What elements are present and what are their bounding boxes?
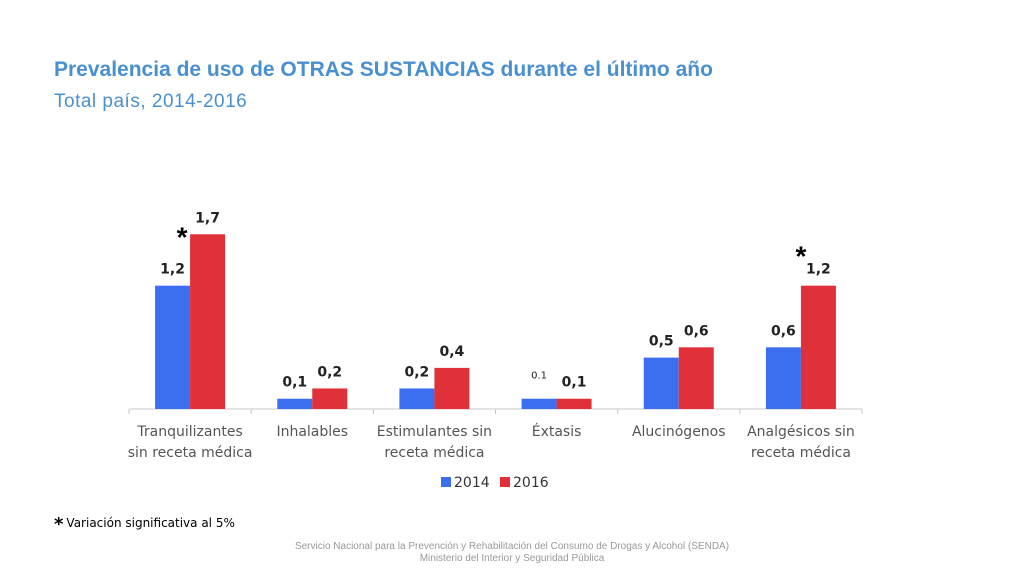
bar-2014-2 xyxy=(399,388,435,409)
bar-2014-5 xyxy=(765,347,801,409)
data-label-2016-3: 0,1 xyxy=(562,375,587,391)
footnote-text: Variación significativa al 5% xyxy=(66,516,235,530)
significance-marker-5: * xyxy=(795,241,806,272)
chart-title: Prevalencia de uso de OTRAS SUSTANCIAS d… xyxy=(54,58,713,81)
significance-marker-0: * xyxy=(177,221,188,252)
data-label-2014-3: 0.1 xyxy=(531,371,547,382)
bar-2016-4 xyxy=(678,347,714,409)
footer-line-2: Ministerio del Interior y Seguridad Públ… xyxy=(419,553,605,564)
bar-2016-1 xyxy=(312,388,348,409)
data-label-2016-0: 1,7 xyxy=(195,210,220,226)
legend-swatch-2016 xyxy=(500,477,510,487)
bar-2014-3 xyxy=(521,398,557,409)
bar-2016-3 xyxy=(556,398,592,409)
x-tick-label-4-0: Alucinógenos xyxy=(632,424,726,440)
data-label-2016-1: 0,2 xyxy=(317,364,342,380)
footnote-star: * xyxy=(54,514,64,535)
x-tick-label-1-0: Inhalables xyxy=(276,424,348,440)
chart-subtitle: Total país, 2014-2016 xyxy=(54,91,248,112)
legend-swatch-2014 xyxy=(441,477,451,487)
bar-2016-2 xyxy=(434,367,470,409)
x-tick-label-2-0: Estimulantes sin xyxy=(377,424,492,440)
bar-2014-1 xyxy=(277,398,313,409)
data-label-2016-2: 0,4 xyxy=(440,344,465,360)
x-tick-label-5-1: receta médica xyxy=(751,445,851,461)
bar-2016-0 xyxy=(190,234,226,409)
data-label-2016-4: 0,6 xyxy=(684,323,709,339)
x-tick-label-0-1: sin receta médica xyxy=(128,445,253,461)
x-tick-label-2-1: receta médica xyxy=(384,445,484,461)
data-label-2014-2: 0,2 xyxy=(405,364,430,380)
data-label-2016-5: 1,2 xyxy=(806,262,831,278)
legend-label-2014: 2014 xyxy=(454,475,490,491)
data-label-2014-5: 0,6 xyxy=(771,323,796,339)
footer-line-1: Servicio Nacional para la Prevención y R… xyxy=(294,541,730,552)
bar-2014-4 xyxy=(643,357,679,409)
bar-2014-0 xyxy=(155,285,191,409)
data-label-2014-0: 1,2 xyxy=(160,262,185,278)
footer: Servicio Nacional para la Prevención y R… xyxy=(0,541,1024,565)
data-label-2014-4: 0,5 xyxy=(649,334,674,350)
legend-label-2016: 2016 xyxy=(513,475,549,491)
x-tick-label-3-0: Éxtasis xyxy=(532,423,582,440)
x-tick-label-5-0: Analgésicos sin xyxy=(747,424,855,440)
x-tick-label-0-0: Tranquilizantes xyxy=(136,424,242,440)
data-label-2014-1: 0,1 xyxy=(282,375,307,391)
footnote: * Variación significativa al 5% xyxy=(54,514,235,535)
bar-2016-5 xyxy=(800,285,836,409)
